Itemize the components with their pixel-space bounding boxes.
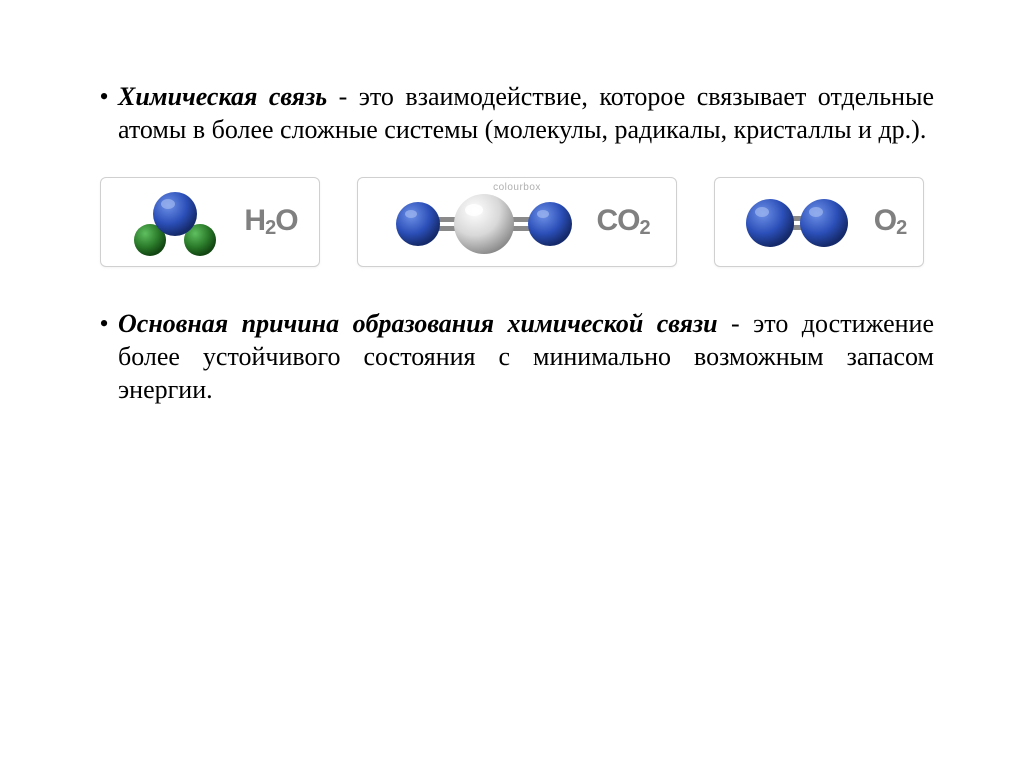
o2-model [732,182,862,262]
molecule-o2: O2 [714,177,924,267]
co2-f1: CO [596,204,639,237]
h2o-f1: H [244,204,265,237]
para2-term: Основная причина образования химической … [118,309,718,338]
o2-formula: O2 [874,204,906,240]
h2o-sub: 2 [265,217,275,239]
h2o-formula: H2O [244,204,297,240]
co2-model [384,182,584,262]
bullet-2: • [90,307,118,407]
bullet-1: • [90,80,118,147]
para2-content: Основная причина образования химической … [118,307,934,407]
molecule-h2o: H2O [100,177,320,267]
molecule-row: H2O [90,177,934,267]
co2-sub: 2 [639,217,649,239]
co2-watermark: colourbox [493,182,541,193]
o2-sub: 2 [896,217,906,239]
paragraph-1: • Химическая связь - это взаимодействие,… [90,80,934,147]
molecule-co2: CO2 colourbox [357,177,677,267]
para1-term: Химическая связь [118,82,327,111]
o2-f1: O [874,204,896,237]
co2-formula: CO2 [596,204,649,240]
h2o-model [122,182,232,262]
paragraph-2: • Основная причина образования химическо… [90,307,934,407]
para1-content: Химическая связь - это взаимодействие, к… [118,80,934,147]
h2o-f2: O [275,204,297,237]
